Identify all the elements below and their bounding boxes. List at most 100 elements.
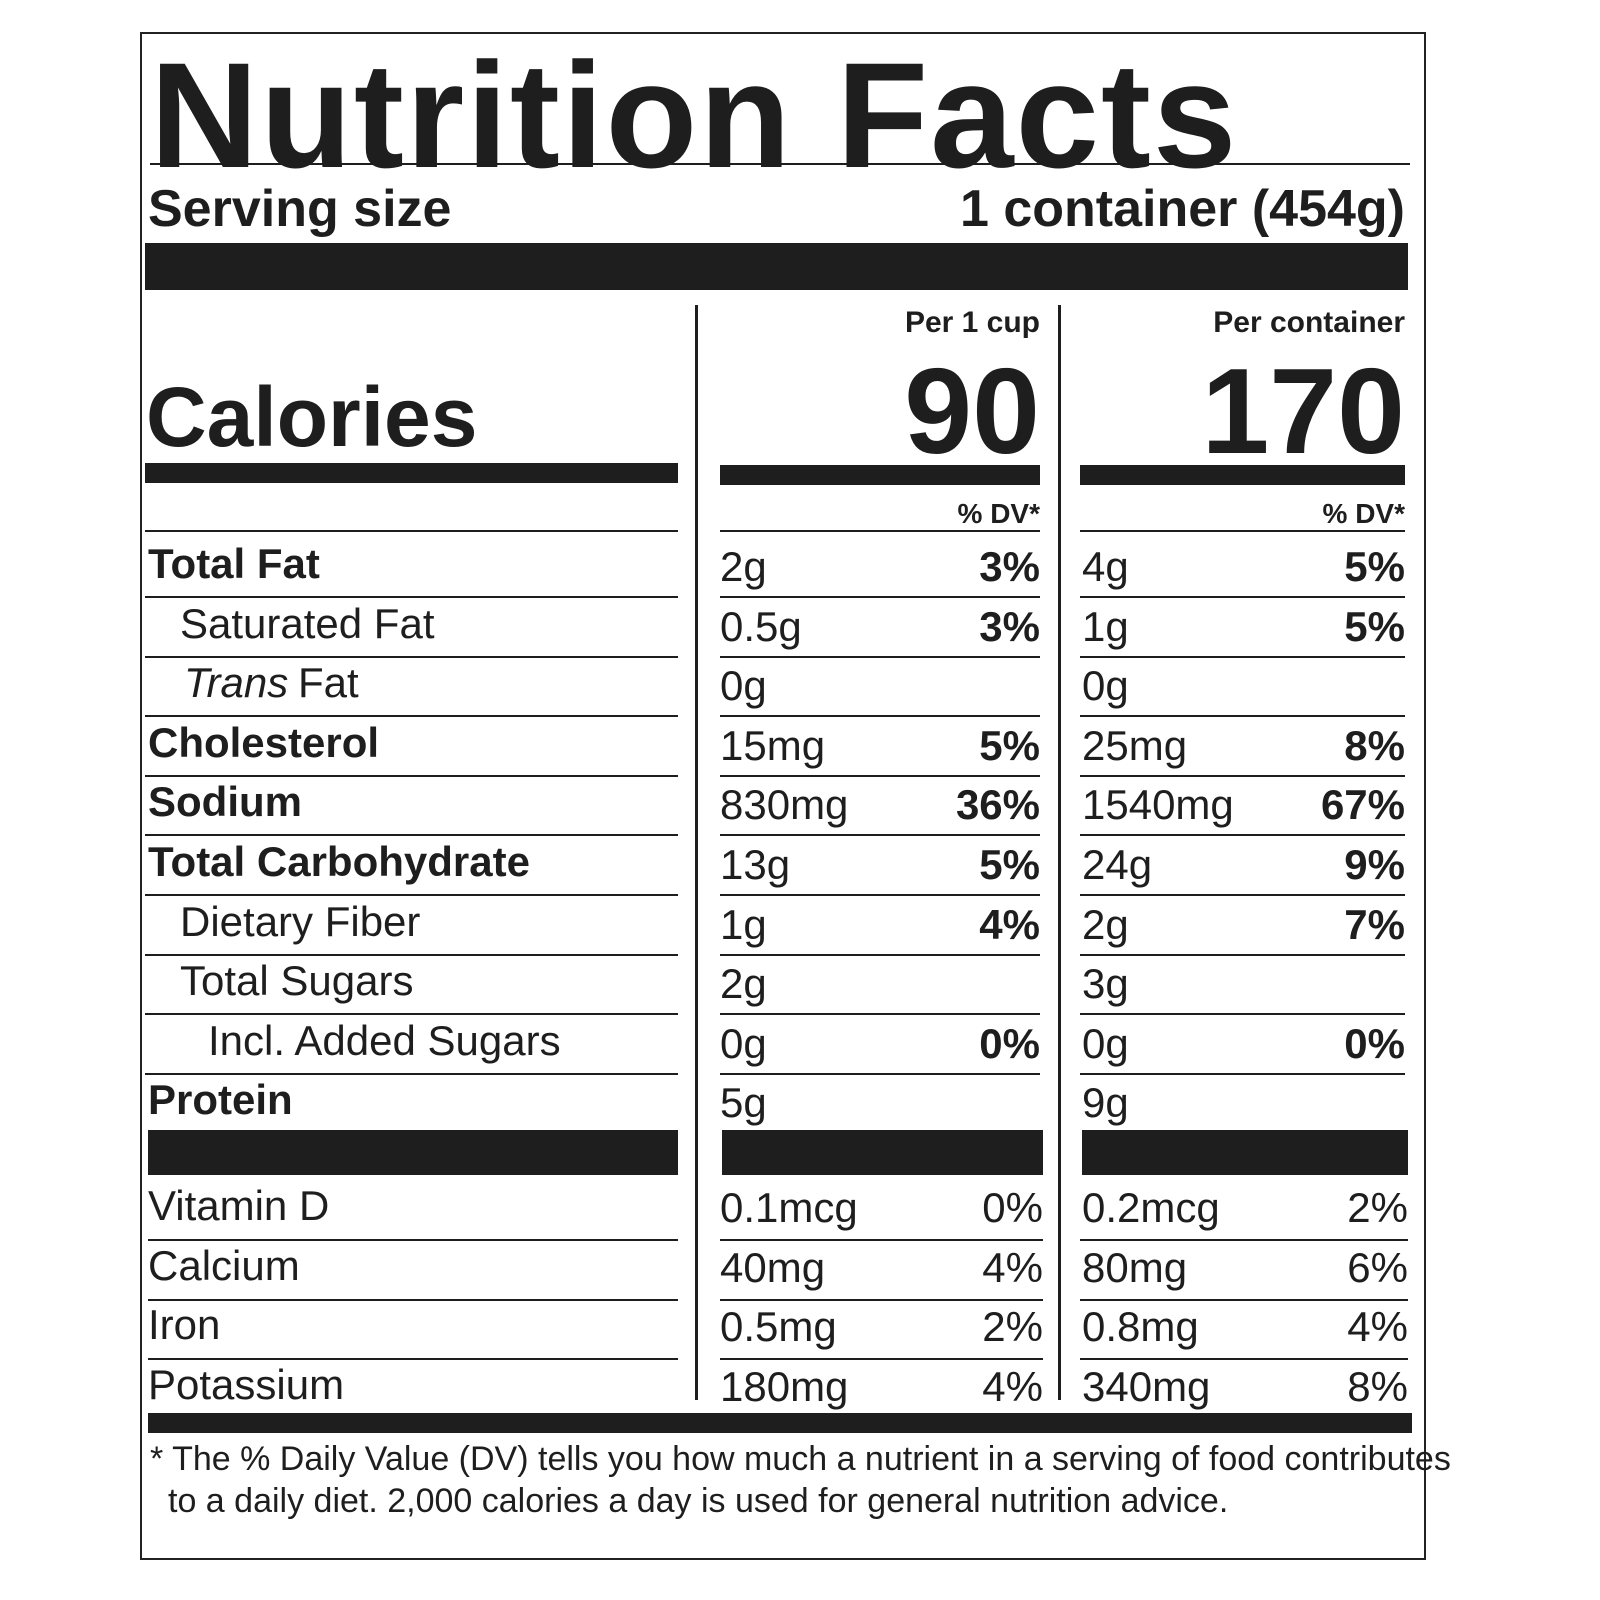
rule: [1080, 1358, 1408, 1361]
percent-dv: 5%: [1344, 543, 1405, 590]
rule: [1080, 834, 1405, 837]
nutrient-label: Sodium: [148, 778, 302, 826]
vitamin-label: Iron: [148, 1301, 221, 1349]
serving-value: 1 container (454g): [959, 180, 1405, 238]
percent-dv: 0%: [979, 1019, 1040, 1067]
rule: [720, 596, 1040, 598]
rule: [145, 596, 678, 598]
column-divider: [695, 305, 698, 1400]
nutrient-label: Cholesterol: [148, 718, 380, 766]
rule: [1080, 1298, 1408, 1301]
nutrient-label: Dietary Fiber: [180, 897, 421, 945]
percent-dv: 2%: [982, 1303, 1043, 1351]
amount: 24g: [1082, 841, 1153, 888]
rule: [720, 530, 1040, 532]
rule: [145, 774, 678, 777]
amount: 1g: [720, 900, 767, 948]
rule: [1080, 1072, 1405, 1075]
rule: [1080, 655, 1405, 658]
percent-dv: 9%: [1344, 841, 1405, 888]
amount: 2g: [720, 543, 767, 590]
rule: [148, 1239, 678, 1241]
amount: 3g: [1082, 960, 1129, 1008]
rule-thick: [1080, 465, 1405, 485]
vitamin-label: Calcium: [148, 1241, 300, 1289]
percent-dv: 5%: [979, 841, 1040, 888]
amount: 180mg: [720, 1362, 849, 1410]
rule-thick: [148, 1130, 678, 1175]
rule: [720, 1239, 1043, 1241]
percent-dv: 3%: [979, 602, 1040, 650]
amount: 13g: [720, 841, 791, 888]
rule: [720, 894, 1040, 896]
nutrient-label: Total Sugars: [180, 957, 414, 1005]
amount: 1540mg: [1082, 781, 1234, 829]
rule: [1080, 530, 1405, 532]
percent-dv: 67%: [1320, 781, 1405, 829]
calories-value: 90: [904, 343, 1040, 479]
rule-thick: [148, 1413, 1412, 1433]
rule: [1080, 596, 1405, 598]
nutrient-label: Saturated Fat: [180, 599, 435, 647]
rule-thick: [1082, 1130, 1408, 1175]
percent-dv: 4%: [982, 1362, 1043, 1410]
rule: [145, 834, 678, 837]
amount: 1g: [1082, 602, 1129, 650]
amount: 340mg: [1082, 1362, 1211, 1410]
rule: [1080, 894, 1405, 896]
rule: [1080, 953, 1405, 956]
rule: [145, 953, 678, 956]
percent-dv: 5%: [979, 721, 1040, 769]
nutrient-label: Incl. Added Sugars: [208, 1016, 561, 1064]
amount: 9g: [1082, 1079, 1129, 1127]
nutrient-label: Fat: [298, 659, 359, 707]
nutrient-label: Total Carbohydrate: [148, 838, 530, 885]
percent-dv: 2%: [1347, 1184, 1408, 1231]
rule: [720, 1358, 1043, 1361]
rule: [720, 715, 1040, 718]
amount: 0.1mcg: [720, 1184, 858, 1231]
column-header: Per container: [1213, 306, 1405, 339]
rule: [1080, 715, 1405, 718]
amount: 4g: [1082, 543, 1129, 590]
amount: 2g: [720, 960, 767, 1008]
rule: [1080, 774, 1405, 777]
footnote: * The % Daily Value (DV) tells you how m…: [150, 1440, 1451, 1478]
amount: 2g: [1082, 900, 1129, 948]
percent-dv: 5%: [1344, 602, 1405, 650]
amount: 80mg: [1082, 1243, 1188, 1291]
amount: 25mg: [1082, 721, 1188, 769]
serving-label: Serving size: [148, 180, 452, 238]
amount: 0g: [1082, 662, 1129, 710]
column-divider: [1058, 305, 1061, 1400]
amount: 0g: [720, 662, 767, 710]
rule: [1080, 1013, 1405, 1016]
amount: 0.8mg: [1082, 1303, 1199, 1351]
vitamin-label: Vitamin D: [148, 1182, 330, 1229]
rule-thick: [720, 465, 1040, 485]
rule: [720, 834, 1040, 837]
rule: [720, 953, 1040, 956]
rule: [720, 655, 1040, 658]
percent-dv: 0%: [982, 1184, 1043, 1231]
percent-dv: 6%: [1347, 1243, 1408, 1291]
percent-dv: 3%: [979, 543, 1040, 590]
amount: 0.5mg: [720, 1303, 837, 1351]
amount: 5g: [720, 1079, 767, 1127]
percent-dv: 36%: [955, 781, 1040, 829]
rule: [145, 530, 678, 532]
rule: [145, 1072, 678, 1075]
amount: 40mg: [720, 1243, 826, 1291]
percent-dv: 7%: [1344, 900, 1405, 948]
dv-header: % DV*: [1322, 498, 1405, 529]
rule: [145, 655, 678, 658]
rule: [720, 1298, 1043, 1301]
percent-dv: 0%: [1344, 1019, 1405, 1067]
dv-header: % DV*: [957, 498, 1040, 529]
amount: 0g: [720, 1019, 767, 1067]
rule: [720, 774, 1040, 777]
nutrient-label-italic: Trans: [184, 659, 289, 707]
nutrient-label: Protein: [148, 1076, 293, 1124]
rule: [720, 1013, 1040, 1016]
